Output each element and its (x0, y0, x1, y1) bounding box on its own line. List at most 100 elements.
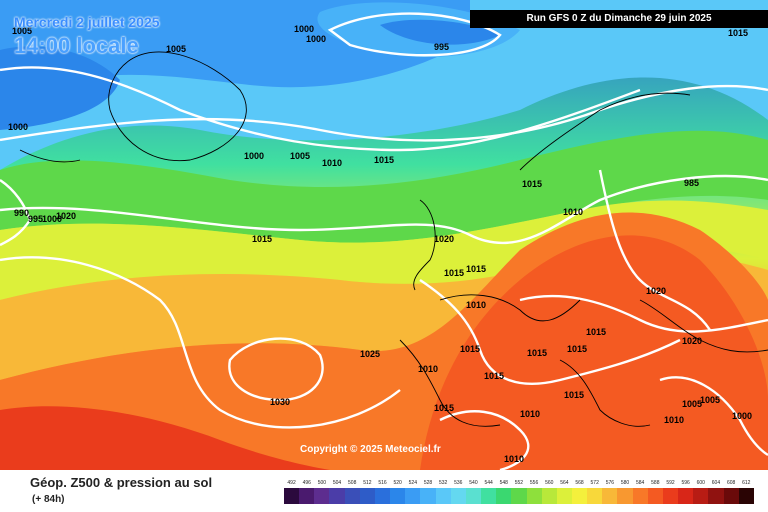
isobar-label: 1015 (252, 234, 272, 244)
isobar-label: 1010 (563, 207, 583, 217)
isobar-label: 1015 (567, 344, 587, 354)
color-scale-bar (284, 488, 754, 504)
scale-swatch (481, 488, 497, 504)
isobar-label: 1000 (294, 24, 314, 34)
scale-swatch (284, 488, 300, 504)
isobar-label: 1000 (8, 122, 28, 132)
isobar-label: 1020 (646, 286, 666, 296)
scale-swatch (678, 488, 694, 504)
isobar-label: 1000 (306, 34, 326, 44)
scale-swatch (405, 488, 421, 504)
isobar-label: 995 (434, 42, 449, 52)
isobar-label: 1005 (290, 151, 310, 161)
scale-value-label: 496 (302, 480, 311, 486)
isobar-label: 1005 (12, 26, 32, 36)
isobar-label: 1015 (444, 268, 464, 278)
scale-value-label: 520 (393, 480, 402, 486)
isobar-label: 995 (28, 214, 43, 224)
scale-value-label: 504 (332, 480, 342, 486)
scale-value-label: 560 (545, 480, 554, 486)
scale-value-label: 536 (454, 480, 463, 486)
scale-swatch (496, 488, 512, 504)
scale-swatch (571, 488, 588, 504)
scale-value-label: 512 (363, 480, 372, 486)
isobar-label: 1010 (520, 409, 540, 419)
scale-swatch (314, 488, 330, 504)
scale-value-label: 592 (666, 480, 675, 486)
scale-swatch (647, 488, 663, 504)
scale-swatch (708, 488, 724, 504)
isobar-label: 1010 (322, 158, 342, 168)
forecast-date: Mercredi 2 juillet 2025 (14, 14, 160, 30)
legend-title: Géop. Z500 & pression au sol (30, 475, 213, 490)
scale-swatch (662, 488, 679, 504)
isobar-label: 1010 (664, 415, 684, 425)
isobar-label: 990 (14, 208, 29, 218)
scale-swatch (435, 488, 451, 504)
isobar-label: 1000 (732, 411, 752, 421)
scale-swatch (587, 488, 603, 504)
scale-value-label: 492 (287, 480, 296, 486)
scale-value-label: 572 (590, 480, 599, 486)
isobar-label: 985 (684, 178, 699, 188)
scale-swatch (359, 488, 375, 504)
scale-value-label: 508 (348, 480, 357, 486)
scale-value-label: 588 (651, 480, 660, 486)
scale-swatch (556, 488, 572, 504)
isobar-label: 1010 (504, 454, 524, 464)
isobar-label: 1030 (270, 397, 290, 407)
isobar-label: 1000 (244, 151, 264, 161)
scale-value-label: 576 (605, 480, 615, 486)
isobar-label: 1020 (434, 234, 454, 244)
scale-value-label: 596 (681, 480, 690, 486)
scale-swatch (602, 488, 618, 504)
scale-value-label: 612 (742, 480, 751, 486)
isobar-label: 1020 (56, 211, 76, 221)
scale-value-label: 540 (469, 480, 478, 486)
isobar-label: 1025 (360, 349, 380, 359)
weather-map: 1005 1005 1000 1000 995 1015 1000 1000 1005 1010 1… (0, 0, 768, 470)
isobar-label: 1015 (484, 371, 504, 381)
isobar-label: 1020 (682, 336, 702, 346)
scale-swatch (299, 488, 315, 504)
isobar-label: 1015 (466, 264, 486, 274)
isobar-label: 1010 (466, 300, 486, 310)
scale-swatch (344, 488, 360, 504)
scale-swatch (541, 488, 557, 504)
scale-swatch (465, 488, 482, 504)
scale-value-label: 568 (575, 480, 584, 486)
isobar-label: 1005 (700, 395, 720, 405)
scale-value-label: 556 (529, 480, 539, 486)
scale-swatch (693, 488, 709, 504)
isobar-label: 1015 (434, 403, 454, 413)
isobar-label: 1015 (374, 155, 394, 165)
legend-footer: Géop. Z500 & pression au sol (+ 84h) 492… (0, 470, 768, 512)
scale-value-label: 532 (438, 480, 448, 486)
scale-swatch (526, 488, 542, 504)
isobar-label: 1015 (728, 28, 748, 38)
scale-swatch (511, 488, 527, 504)
scale-value-label: 564 (560, 480, 569, 486)
scale-swatch (329, 488, 345, 504)
isobar-label: 1000 (42, 214, 62, 224)
color-scale-labels: 492 496 500 504 508 512 516 520 524 528 532 536 540 5… (284, 480, 754, 486)
scale-value-label: 600 (696, 480, 705, 486)
scale-swatch (723, 488, 739, 504)
scale-value-label: 608 (726, 480, 736, 486)
scale-value-label: 580 (620, 480, 630, 486)
scale-value-label: 524 (408, 480, 417, 486)
scale-value-label: 552 (514, 480, 524, 486)
isobar-label: 1005 (166, 44, 186, 54)
isobar-label: 1010 (418, 364, 438, 374)
scale-swatch (738, 488, 754, 504)
run-banner: Run GFS 0 Z du Dimanche 29 juin 2025 (470, 10, 768, 28)
scale-value-label: 528 (423, 480, 433, 486)
scale-value-label: 548 (499, 480, 508, 486)
scale-swatch (420, 488, 436, 504)
scale-value-label: 500 (317, 480, 327, 486)
isobar-label: 1015 (586, 327, 606, 337)
color-scale: 492 496 500 504 508 512 516 520 524 528 532 536 540 5… (284, 480, 754, 510)
isobar-label: 1015 (564, 390, 584, 400)
